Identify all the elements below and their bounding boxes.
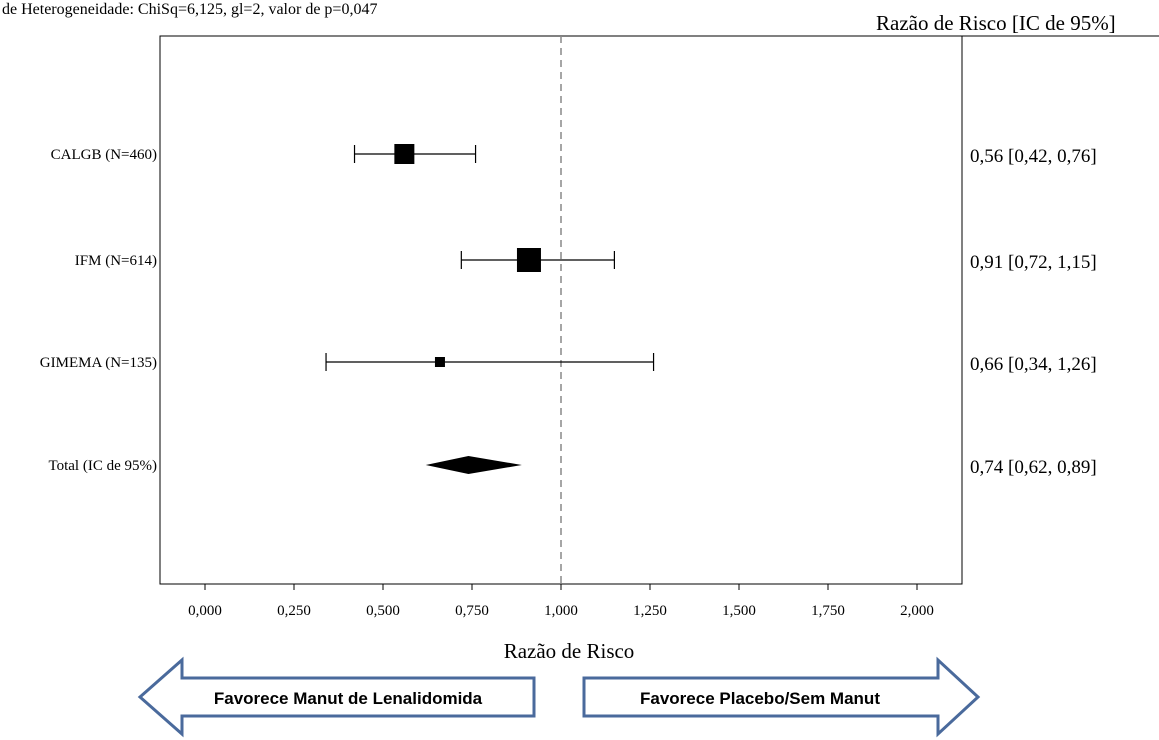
- x-tick-label: 0,000: [188, 603, 222, 619]
- heterogeneity-text: de Heterogeneidade: ChiSq=6,125, gl=2, v…: [2, 1, 377, 18]
- study-label: IFM (N=614): [75, 253, 157, 269]
- favor-right-label: Favorece Placebo/Sem Manut: [640, 689, 880, 708]
- x-tick-label: 0,750: [455, 603, 489, 619]
- x-tick-label: 2,000: [900, 603, 934, 619]
- study-label: Total (IC de 95%): [48, 458, 157, 474]
- study-summary: 0,66 [0,34, 1,26]: [970, 354, 1097, 375]
- x-tick-label: 0,250: [277, 603, 311, 619]
- x-tick-label: 0,500: [366, 603, 400, 619]
- study-summary: 0,91 [0,72, 1,15]: [970, 252, 1097, 273]
- study-summary: 0,56 [0,42, 0,76]: [970, 146, 1097, 167]
- point-estimate-square: [434, 357, 445, 367]
- plot-frame: [159, 35, 963, 585]
- study-row: Total (IC de 95%) 0,74 [0,62, 0,89]: [48, 456, 1097, 478]
- study-row: GIMEMA (N=135) 0,66 [0,34, 1,26]: [40, 353, 1097, 375]
- column-header: Razão de Risco [IC de 95%]: [876, 11, 1116, 35]
- favor-left-label: Favorece Manut de Lenalidomida: [214, 689, 483, 708]
- favor-right-arrow: [582, 656, 981, 738]
- study-rows: CALGB (N=460) 0,56 [0,42, 0,76] IFM (N=614…: [40, 144, 1097, 478]
- pooled-estimate-diamond: [425, 456, 522, 474]
- point-estimate-square: [394, 144, 415, 164]
- study-label: CALGB (N=460): [51, 147, 157, 163]
- study-summary: 0,74 [0,62, 0,89]: [970, 457, 1097, 478]
- x-tick-label: 1,250: [633, 603, 667, 619]
- x-tick-label: 1,000: [544, 603, 578, 619]
- study-row: CALGB (N=460) 0,56 [0,42, 0,76]: [51, 144, 1097, 167]
- x-tick-label: 1,500: [722, 603, 756, 619]
- study-label: GIMEMA (N=135): [40, 355, 157, 371]
- x-tick-label: 1,750: [811, 603, 845, 619]
- favor-left-arrow: [137, 656, 536, 738]
- x-axis-label: Razão de Risco: [504, 639, 635, 663]
- x-axis-ticks: 0,000 0,250 0,500 0,750 1,000 1,250 1,500 1,750…: [188, 584, 934, 619]
- study-row: IFM (N=614) 0,91 [0,72, 1,15]: [75, 248, 1097, 273]
- point-estimate-square: [516, 248, 541, 272]
